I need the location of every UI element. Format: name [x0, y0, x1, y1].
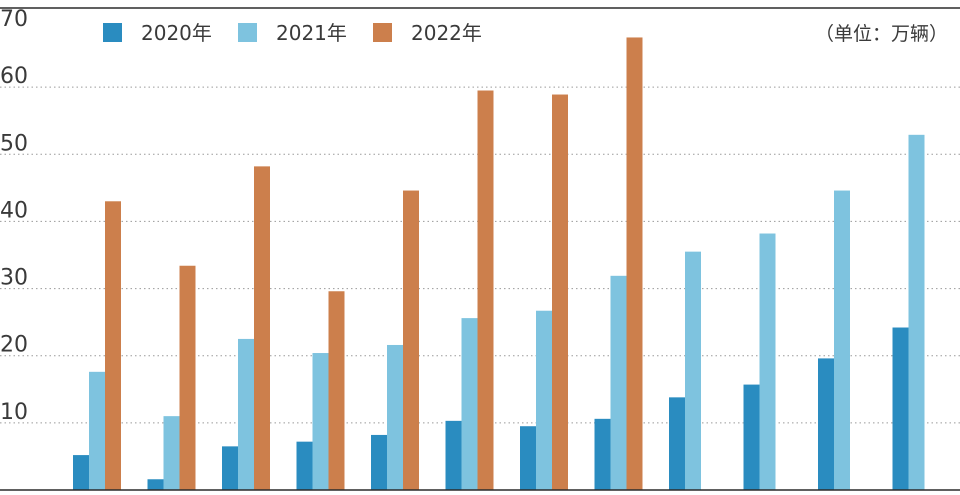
bar-3-2021年: [238, 338, 254, 490]
legend: 2020年 2021年 2022年: [103, 21, 482, 45]
bar-2-2021年: [163, 416, 180, 490]
bar-1-2022年: [105, 201, 121, 491]
y-tick-label-70: 70: [0, 7, 28, 32]
bar-8-2020年: [594, 418, 611, 490]
bar-11-2020年: [818, 358, 834, 490]
bar-2-2022年: [179, 265, 196, 490]
bar-6-2022年: [477, 90, 494, 490]
y-tick-label-30: 30: [0, 266, 28, 291]
bar-2-2020年: [147, 479, 164, 490]
bar-1-2021年: [89, 371, 105, 490]
bar-6-2021年: [461, 318, 478, 490]
bar-10-2020年: [743, 384, 760, 490]
bar-5-2021年: [387, 344, 403, 490]
bar-5-2022年: [403, 190, 419, 491]
legend-swatch-2022: [373, 23, 392, 42]
bar-8-2022年: [626, 37, 643, 490]
bar-7-2020年: [520, 426, 536, 490]
legend-label-2021: 2021年: [276, 21, 347, 45]
y-tick-label-60: 60: [0, 64, 28, 89]
bars: [73, 37, 925, 491]
bar-11-2021年: [834, 190, 850, 491]
bar-12-2020年: [892, 327, 909, 490]
y-axis-ticks: 10 20 30 40 50 60 70: [0, 7, 28, 425]
bar-1-2020年: [73, 455, 89, 490]
bar-10-2021年: [759, 233, 776, 490]
bar-3-2022年: [254, 166, 270, 490]
legend-label-2020: 2020年: [141, 21, 212, 45]
bar-9-2020年: [669, 397, 685, 490]
bar-9-2021年: [685, 251, 701, 490]
legend-swatch-2021: [238, 23, 257, 42]
bar-3-2020年: [222, 446, 238, 490]
bar-5-2020年: [371, 434, 387, 490]
bar-7-2022年: [552, 94, 568, 491]
unit-label: （单位：万辆）: [815, 23, 948, 45]
bar-8-2021年: [610, 275, 627, 490]
y-tick-label-50: 50: [0, 131, 28, 156]
y-tick-label-40: 40: [0, 198, 28, 223]
y-tick-label-20: 20: [0, 333, 28, 358]
bar-6-2020年: [445, 420, 462, 490]
bar-4-2020年: [296, 441, 313, 490]
bar-4-2022年: [328, 291, 345, 490]
bar-12-2021年: [908, 134, 925, 491]
legend-label-2022: 2022年: [411, 21, 482, 45]
bar-4-2021年: [312, 353, 329, 490]
y-tick-label-10: 10: [0, 400, 28, 425]
bar-7-2021年: [536, 310, 552, 490]
legend-swatch-2020: [103, 23, 122, 42]
